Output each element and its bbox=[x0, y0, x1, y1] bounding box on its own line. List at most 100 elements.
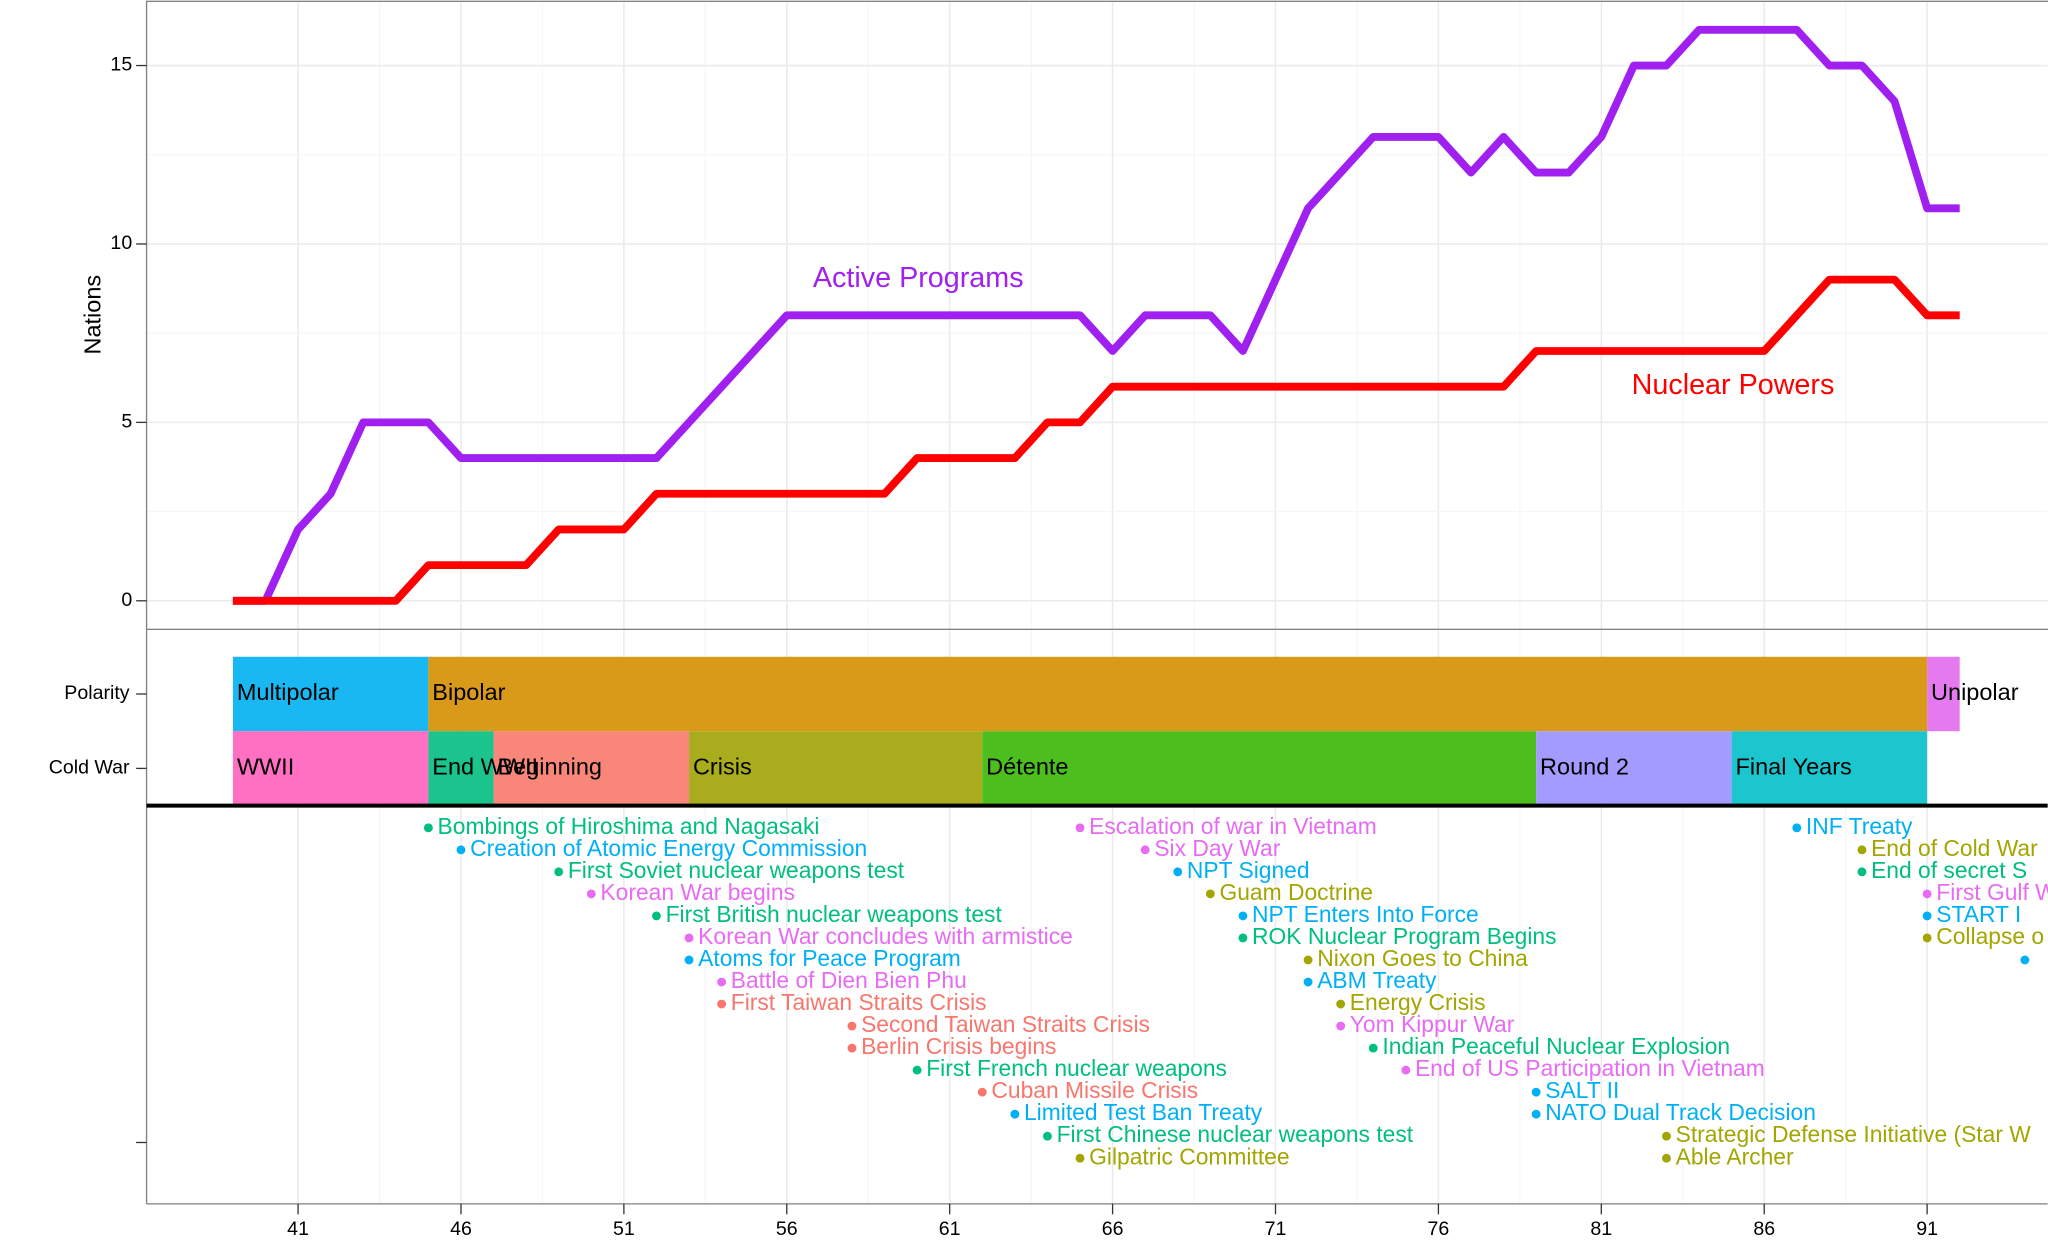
event-label: First Gulf W bbox=[1936, 879, 2048, 905]
period-bar bbox=[428, 656, 1928, 732]
event-dot bbox=[977, 1087, 987, 1097]
event-label: Six Day War bbox=[1154, 835, 1280, 861]
event-label: START I bbox=[1936, 901, 2021, 927]
event-label: Berlin Crisis begins bbox=[861, 1033, 1056, 1059]
event-label: NATO Dual Track Decision bbox=[1545, 1099, 1816, 1125]
event-label: Nixon Goes to China bbox=[1317, 945, 1528, 971]
event-dot bbox=[1857, 867, 1867, 877]
row-label: Cold War bbox=[49, 757, 130, 779]
y-tick-label: 10 bbox=[110, 232, 132, 254]
event-dot bbox=[1922, 889, 1932, 899]
event-label: Cuban Missile Crisis bbox=[991, 1077, 1198, 1103]
event-label: Gilpatric Committee bbox=[1089, 1143, 1289, 1169]
period-label: Beginning bbox=[497, 754, 602, 780]
event-dot bbox=[652, 911, 661, 921]
period-label: Bipolar bbox=[432, 679, 505, 705]
series-label: Nuclear Powers bbox=[1632, 369, 1835, 401]
x-tick-label: 51 bbox=[613, 1218, 635, 1240]
event-dot bbox=[586, 889, 596, 899]
x-tick-label: 66 bbox=[1102, 1218, 1124, 1240]
series-line bbox=[232, 275, 1960, 605]
event-dot bbox=[1792, 823, 1802, 833]
x-tick-label: 91 bbox=[1916, 1218, 1938, 1240]
event-dot bbox=[423, 823, 433, 833]
event-dot bbox=[1531, 1109, 1541, 1119]
event-dot bbox=[1662, 1153, 1671, 1163]
x-tick-label: 41 bbox=[287, 1218, 309, 1240]
event-dot bbox=[1303, 977, 1313, 987]
event-dot bbox=[1336, 1021, 1346, 1031]
event-dot bbox=[1336, 999, 1346, 1009]
event-dot bbox=[1075, 1153, 1085, 1163]
event-dot bbox=[2020, 955, 2030, 965]
period-label: Round 2 bbox=[1540, 754, 1629, 780]
series-line bbox=[232, 25, 1960, 605]
event-dot bbox=[1075, 823, 1085, 833]
event-dot bbox=[1238, 933, 1248, 943]
event-dot bbox=[1531, 1087, 1541, 1097]
y-axis-label: Nations bbox=[80, 275, 106, 355]
y-tick-label: 0 bbox=[121, 589, 132, 611]
event-dot bbox=[1401, 1065, 1411, 1075]
event-dot bbox=[1368, 1043, 1378, 1053]
x-tick-label: 61 bbox=[939, 1218, 961, 1240]
event-label: Strategic Defense Initiative (Star W bbox=[1676, 1121, 2032, 1147]
event-dot bbox=[717, 977, 727, 987]
event-label: Atoms for Peace Program bbox=[698, 945, 961, 971]
period-bar bbox=[982, 731, 1537, 806]
event-dot bbox=[1205, 889, 1215, 899]
period-label: End WWII bbox=[432, 754, 538, 780]
period-label: WWII bbox=[237, 754, 294, 780]
event-label: Bombings of Hiroshima and Nagasaki bbox=[438, 813, 820, 839]
y-tick-label: 5 bbox=[121, 411, 132, 433]
event-dot bbox=[554, 867, 564, 877]
period-bar bbox=[493, 731, 690, 806]
marks bbox=[232, 25, 2030, 1163]
event-dot bbox=[1857, 845, 1867, 855]
x-tick-label: 86 bbox=[1753, 1218, 1775, 1240]
event-label: Second Taiwan Straits Crisis bbox=[861, 1011, 1150, 1037]
event-label: Guam Doctrine bbox=[1219, 879, 1373, 905]
event-label: INF Treaty bbox=[1806, 813, 1913, 839]
period-bar bbox=[232, 656, 429, 732]
period-bar bbox=[232, 731, 429, 806]
event-dot bbox=[1238, 911, 1248, 921]
top-panel-frame bbox=[145, 0, 2048, 630]
event-label: End of secret S bbox=[1871, 857, 2027, 883]
event-label: Collapse o bbox=[1936, 923, 2044, 949]
event-label: Battle of Dien Bien Phu bbox=[731, 967, 967, 993]
event-dot bbox=[1042, 1131, 1052, 1141]
event-dot bbox=[847, 1021, 857, 1031]
event-dot bbox=[1010, 1109, 1020, 1119]
y-tick-label: 15 bbox=[110, 54, 132, 76]
event-label: Limited Test Ban Treaty bbox=[1024, 1099, 1263, 1125]
event-label: NPT Signed bbox=[1187, 857, 1310, 883]
event-label: Indian Peaceful Nuclear Explosion bbox=[1382, 1033, 1730, 1059]
event-label: End of US Participation in Vietnam bbox=[1415, 1055, 1765, 1081]
period-label: Détente bbox=[986, 754, 1068, 780]
series-label: Active Programs bbox=[813, 262, 1024, 294]
period-label: Crisis bbox=[693, 754, 752, 780]
event-label: Escalation of war in Vietnam bbox=[1089, 813, 1377, 839]
x-tick-label: 56 bbox=[776, 1218, 798, 1240]
event-label: First Taiwan Straits Crisis bbox=[731, 989, 987, 1015]
event-dot bbox=[717, 999, 727, 1009]
event-label: ABM Treaty bbox=[1317, 967, 1437, 993]
event-label: ROK Nuclear Program Begins bbox=[1252, 923, 1557, 949]
event-dot bbox=[1303, 955, 1313, 965]
event-label: Creation of Atomic Energy Commission bbox=[470, 835, 867, 861]
x-tick-label: 46 bbox=[450, 1218, 472, 1240]
event-label: Korean War begins bbox=[600, 879, 795, 905]
event-dot bbox=[684, 933, 694, 943]
event-label: NPT Enters Into Force bbox=[1252, 901, 1479, 927]
row-label: Polarity bbox=[64, 682, 129, 704]
event-dot bbox=[1922, 911, 1932, 921]
event-label: SALT II bbox=[1545, 1077, 1619, 1103]
event-dot bbox=[847, 1043, 857, 1053]
event-label: Yom Kippur War bbox=[1350, 1011, 1515, 1037]
period-bar bbox=[689, 731, 983, 806]
period-bar bbox=[1731, 731, 1928, 806]
period-label: Unipolar bbox=[1931, 679, 2019, 705]
event-dot bbox=[1922, 933, 1932, 943]
